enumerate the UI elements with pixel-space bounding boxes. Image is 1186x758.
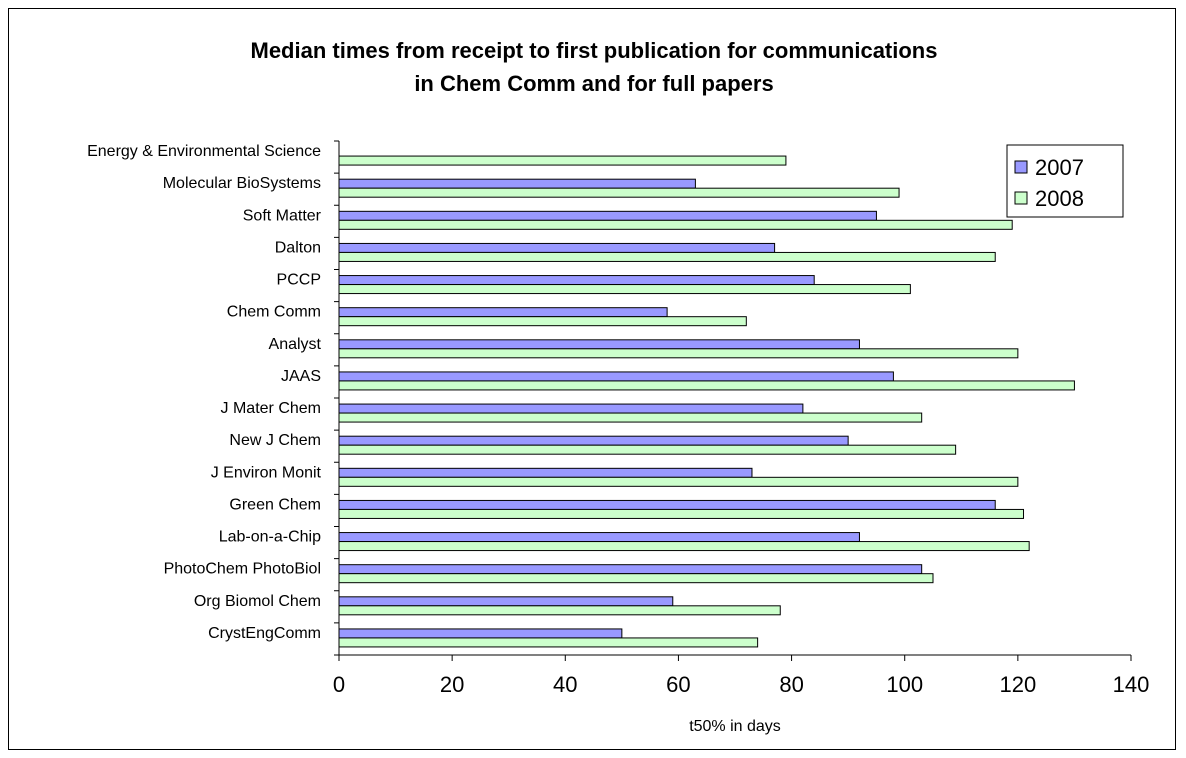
- axes: [334, 140, 1132, 661]
- bar-2007-15: [338, 628, 623, 639]
- bar-chart: Median times from receipt to first publi…: [87, 38, 1149, 735]
- category-label: Green Chem: [229, 496, 321, 513]
- category-label: New J Chem: [229, 432, 321, 449]
- bar-2008-7: [338, 380, 1075, 391]
- category-label: PCCP: [277, 272, 321, 289]
- bar-2007-11: [338, 499, 996, 510]
- x-tick-label: 0: [333, 672, 345, 697]
- bar-2008-11: [338, 508, 1025, 519]
- chart-frame: Median times from receipt to first publi…: [8, 8, 1176, 750]
- bar-2007-8: [338, 403, 804, 414]
- category-label: J Mater Chem: [221, 400, 321, 417]
- bars: [338, 155, 1075, 648]
- bar-2007-2: [338, 210, 877, 221]
- legend-swatch-2008: [1014, 191, 1028, 205]
- x-tick-labels: 0 20 40 60 80 100 120 140: [333, 672, 1149, 697]
- legend-label-2007: 2007: [1035, 155, 1084, 180]
- x-tick-label: 140: [1113, 672, 1150, 697]
- legend-box: [1006, 144, 1124, 218]
- legend: 2007 2008: [1006, 144, 1124, 218]
- bar-2007-14: [338, 596, 674, 607]
- bar-2007-13: [338, 564, 923, 575]
- category-labels: Energy & Environmental Science Molecular …: [87, 143, 322, 642]
- bar-2008-5: [338, 316, 747, 327]
- legend-label-2008: 2008: [1035, 186, 1084, 211]
- bar-2007-3: [338, 242, 776, 253]
- bar-2007-4: [338, 275, 815, 286]
- bar-2008-1: [338, 187, 900, 198]
- bar-2007-7: [338, 371, 894, 382]
- bar-2007-1: [338, 178, 696, 189]
- bar-2008-14: [338, 605, 781, 616]
- category-label: J Environ Monit: [211, 464, 322, 481]
- bar-2008-4: [338, 284, 911, 295]
- x-tick-label: 120: [999, 672, 1036, 697]
- bar-2008-2: [338, 219, 1013, 230]
- bar-2008-3: [338, 251, 996, 262]
- bar-2008-15: [338, 637, 759, 648]
- bar-2008-8: [338, 412, 923, 423]
- x-tick-label: 80: [779, 672, 803, 697]
- category-label: Soft Matter: [243, 207, 322, 224]
- bar-2008-12: [338, 541, 1030, 552]
- chart-title-line-2: in Chem Comm and for full papers: [414, 71, 773, 96]
- x-tick-label: 60: [666, 672, 690, 697]
- category-label: Energy & Environmental Science: [87, 143, 321, 160]
- bar-2008-10: [338, 476, 1019, 487]
- x-axis-title: t50% in days: [689, 718, 781, 735]
- bar-2007-5: [338, 307, 668, 318]
- bar-2007-10: [338, 467, 753, 478]
- bar-2008-9: [338, 444, 957, 455]
- bar-2008-13: [338, 573, 934, 584]
- bar-2008-6: [338, 348, 1019, 359]
- category-label: Lab-on-a-Chip: [219, 529, 321, 546]
- category-label: Chem Comm: [227, 304, 321, 321]
- category-label: Molecular BioSystems: [163, 175, 321, 192]
- category-label: Dalton: [275, 239, 321, 256]
- category-label: Org Biomol Chem: [194, 593, 321, 610]
- x-tick-label: 20: [440, 672, 464, 697]
- category-label: CrystEngComm: [208, 625, 321, 642]
- category-label: PhotoChem PhotoBiol: [164, 561, 321, 578]
- bar-2008-0: [338, 155, 787, 166]
- chart-title-line-1: Median times from receipt to first publi…: [251, 38, 938, 63]
- bar-2007-12: [338, 532, 860, 543]
- bar-2007-9: [338, 435, 849, 446]
- legend-swatch-2007: [1014, 160, 1028, 174]
- bar-2007-6: [338, 339, 860, 350]
- category-label: JAAS: [281, 368, 321, 385]
- x-tick-label: 100: [886, 672, 923, 697]
- category-label: Analyst: [269, 336, 322, 353]
- x-tick-label: 40: [553, 672, 577, 697]
